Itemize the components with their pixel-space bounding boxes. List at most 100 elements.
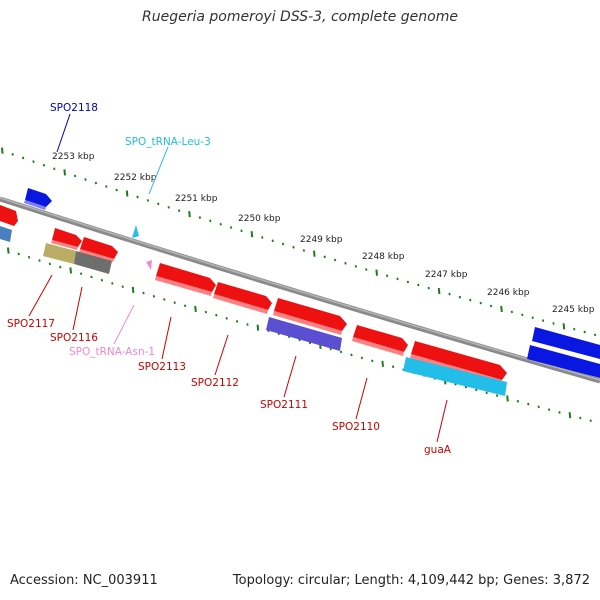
gene-forward-upper-right-2[interactable]: [527, 345, 600, 378]
leader-trna-leu-3: [148, 146, 169, 195]
minor-tick: [448, 292, 451, 296]
leader-spo2117: [28, 274, 53, 317]
minor-tick: [59, 265, 62, 269]
gene-spo2117-shade: [51, 240, 78, 250]
minor-tick: [219, 222, 222, 226]
inner-tick-track: [7, 247, 592, 423]
minor-tick: [589, 419, 592, 423]
minor-tick: [510, 310, 514, 314]
minor-tick: [105, 185, 108, 188]
minor-tick: [209, 219, 212, 223]
gene-left-edge-blue[interactable]: [0, 226, 12, 242]
minor-tick: [385, 274, 389, 278]
gene-spo2113-shade: [155, 276, 212, 296]
gene-spo2116-grey[interactable]: [74, 251, 112, 274]
gene-guaa-cyan[interactable]: [403, 357, 507, 396]
gene-forward-upper-right-1[interactable]: [532, 327, 600, 359]
minor-tick: [271, 239, 274, 243]
minor-tick: [177, 209, 181, 213]
minor-tick: [73, 174, 77, 178]
gene-spo2117[interactable]: [52, 228, 82, 247]
minor-tick: [53, 167, 56, 171]
minor-tick: [475, 388, 478, 392]
minor-tick: [11, 153, 14, 156]
gene-label-guaa: guaA: [424, 444, 452, 456]
minor-tick: [215, 313, 218, 317]
gene-red-small[interactable]: [80, 237, 118, 259]
minor-tick: [121, 285, 124, 289]
major-tick: [313, 250, 316, 257]
gene-left-edge-red[interactable]: [0, 205, 18, 226]
scale-label: 2253 kbp: [52, 152, 95, 162]
gene-spo2111-blue[interactable]: [266, 317, 342, 351]
minor-tick: [469, 298, 472, 302]
minor-tick: [302, 249, 306, 252]
gene-spo2112[interactable]: [214, 282, 272, 310]
gene-label-trna-asn-1: SPO_tRNA-Asn-1: [69, 346, 155, 358]
major-tick: [381, 360, 384, 367]
gene-spo2111[interactable]: [274, 298, 347, 331]
minor-tick: [146, 199, 150, 202]
minor-tick: [136, 195, 139, 199]
minor-tick: [48, 262, 52, 266]
gene-spo2113[interactable]: [156, 263, 216, 292]
minor-tick: [427, 286, 430, 290]
minor-tick: [521, 313, 524, 317]
topology-summary: Topology: circular; Length: 4,109,442 bp…: [232, 573, 590, 588]
minor-tick: [90, 275, 93, 279]
major-tick: [437, 287, 441, 295]
minor-tick: [225, 317, 228, 320]
minor-tick: [558, 411, 561, 414]
minor-tick: [246, 323, 249, 326]
minor-tick: [235, 320, 239, 323]
minor-tick: [111, 282, 114, 285]
minor-tick: [552, 322, 555, 325]
major-tick: [63, 169, 66, 176]
leader-spo2116: [72, 286, 83, 331]
minor-tick: [38, 259, 41, 262]
scale-label: 2250 kbp: [238, 214, 281, 224]
minor-tick: [142, 291, 145, 295]
minor-tick: [323, 255, 326, 259]
minor-tick: [261, 236, 264, 239]
minor-tick: [32, 160, 35, 163]
trna-asn-1-marker[interactable]: [146, 260, 152, 270]
gene-label-spo2111: SPO2111: [260, 399, 308, 411]
gene-label-spo2112: SPO2112: [191, 377, 239, 389]
minor-tick: [292, 245, 295, 249]
minor-tick: [27, 255, 31, 259]
gene-red-small-shade: [79, 249, 114, 262]
major-tick: [69, 267, 72, 274]
gene-spo2116-tan[interactable]: [43, 243, 76, 264]
gene-guaa[interactable]: [411, 341, 507, 380]
minor-tick: [79, 272, 83, 276]
minor-tick: [173, 301, 176, 304]
leader-spo2112: [214, 334, 229, 376]
leader-spo2113: [161, 316, 172, 360]
minor-tick: [157, 202, 160, 206]
gene-label-spo2116: SPO2116: [50, 332, 98, 344]
leader-guaa: [436, 399, 448, 443]
scale-label: 2247 kbp: [425, 270, 468, 280]
major-tick: [131, 286, 135, 293]
minor-tick: [417, 283, 420, 287]
minor-tick: [495, 394, 499, 397]
minor-tick: [204, 310, 208, 314]
minor-tick: [115, 188, 118, 192]
leader-spo2118: [56, 113, 71, 153]
minor-tick: [583, 330, 586, 334]
trna-leu-3-marker[interactable]: [132, 225, 139, 238]
gene-spo2110[interactable]: [353, 325, 408, 352]
minor-tick: [354, 265, 358, 268]
genome-map: 2253 kbp 2252 kbp 2251 kbp 2250 kbp 2249…: [0, 102, 600, 456]
major-tick: [125, 190, 129, 197]
minor-tick: [350, 353, 353, 357]
map-title: Ruegeria pomeroyi DSS-3, complete genome: [142, 9, 458, 25]
minor-tick: [360, 356, 364, 360]
minor-tick: [391, 365, 395, 369]
scale-label: 2251 kbp: [175, 194, 218, 204]
minor-tick: [339, 350, 343, 354]
minor-tick: [281, 242, 285, 246]
minor-tick: [458, 295, 462, 299]
minor-tick: [406, 280, 410, 284]
